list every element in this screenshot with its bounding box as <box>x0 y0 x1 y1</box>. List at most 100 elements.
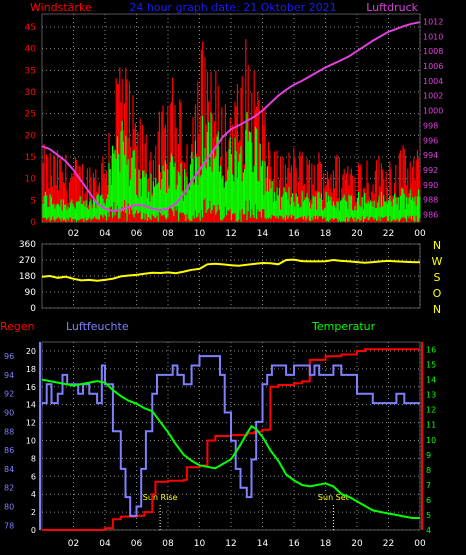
wind-x-tick: 10 <box>194 229 206 239</box>
pressure-line <box>41 21 421 212</box>
wind-strength-label: Windstärke <box>30 1 92 14</box>
wind-y-tick: 25 <box>25 110 36 120</box>
pressure-y-tick: 1002 <box>423 92 443 101</box>
climate-x-tick: 18 <box>320 539 332 549</box>
pressure-y-tick: 992 <box>423 166 438 175</box>
wind-y-tick: 35 <box>25 66 36 76</box>
humidity-y-tick: 88 <box>4 427 14 436</box>
temperature-y-tick: 5 <box>426 511 431 520</box>
climate-x-tick: 14 <box>257 539 269 549</box>
pressure-y-tick: 988 <box>423 196 438 205</box>
climate-x-tick: 00 <box>414 539 426 549</box>
humidity-y-tick: 96 <box>4 352 14 361</box>
pressure-y-tick: 1010 <box>423 32 443 41</box>
wind-y-tick: 20 <box>25 131 37 141</box>
humidity-y-tick: 90 <box>4 409 14 418</box>
compass-label: N <box>433 239 441 252</box>
climate-x-tick: 04 <box>99 539 111 549</box>
rain-y-tick: 8 <box>31 454 36 463</box>
wind-x-tick: 00 <box>414 229 426 239</box>
climate-x-tick: 10 <box>194 539 206 549</box>
temperature-y-tick: 14 <box>426 376 436 385</box>
sunrise-marker-label: Sun Rise <box>143 493 178 502</box>
wind-y-tick: 15 <box>25 153 36 163</box>
temperature-y-tick: 8 <box>426 466 431 475</box>
humidity-y-tick: 78 <box>4 521 14 530</box>
wind-x-tick: 14 <box>257 229 269 239</box>
temperature-y-tick: 10 <box>426 436 436 445</box>
compass-label: W <box>432 255 443 268</box>
rain-y-tick: 4 <box>31 490 36 499</box>
pressure-y-tick: 986 <box>423 211 438 220</box>
wind-x-tick: 22 <box>383 229 394 239</box>
wind-mean-series <box>42 112 421 222</box>
pressure-y-tick: 996 <box>423 136 438 145</box>
humidity-y-tick: 94 <box>4 371 14 380</box>
temperature-y-tick: 7 <box>426 481 431 490</box>
rain-y-tick: 6 <box>31 472 36 481</box>
wind-x-tick: 02 <box>68 229 79 239</box>
temperature-y-tick: 6 <box>426 496 431 505</box>
rain-y-tick: 18 <box>26 365 36 374</box>
temperature-y-tick: 4 <box>426 526 431 535</box>
climate-x-tick: 08 <box>162 539 174 549</box>
wind-x-tick: 08 <box>162 229 174 239</box>
wind-y-tick: 10 <box>25 175 37 185</box>
pressure-y-tick: 994 <box>423 151 438 160</box>
humidity-y-tick: 82 <box>4 484 14 493</box>
wind-x-tick: 06 <box>131 229 143 239</box>
pressure-y-tick: 1006 <box>423 62 443 71</box>
humidity-label: Luftfeuchte <box>66 320 129 333</box>
wind-y-tick: 30 <box>25 88 37 98</box>
climate-x-tick: 22 <box>383 539 394 549</box>
compass-label: O <box>433 287 442 300</box>
pressure-y-tick: 1004 <box>423 77 443 86</box>
sunset-marker-label: Sun Set <box>318 493 349 502</box>
temperature-y-tick: 13 <box>426 391 436 400</box>
rain-label: Regen <box>0 320 35 333</box>
climate-x-tick: 16 <box>288 539 300 549</box>
direction-y-tick: 90 <box>25 288 37 298</box>
humidity-y-tick: 84 <box>4 465 14 474</box>
climate-x-tick: 06 <box>131 539 143 549</box>
wind-x-tick: 20 <box>351 229 363 239</box>
humidity-y-tick: 86 <box>4 446 14 455</box>
direction-line <box>41 258 421 282</box>
humidity-line <box>42 355 420 517</box>
rain-y-tick: 20 <box>26 347 36 356</box>
temperature-line <box>41 378 420 519</box>
humidity-y-tick: 92 <box>4 390 14 399</box>
top-chart-title: 24 hour graph date: 21 Oktober 2021 <box>129 1 336 14</box>
temperature-y-tick: 15 <box>426 361 436 370</box>
rain-y-tick: 0 <box>31 526 36 535</box>
temperature-y-tick: 11 <box>426 421 436 430</box>
air-pressure-label: Luftdruck <box>366 1 418 14</box>
pressure-y-tick: 998 <box>423 121 438 130</box>
wind-y-tick: 45 <box>25 23 36 33</box>
direction-y-tick: 0 <box>30 304 36 314</box>
humidity-y-tick: 80 <box>4 503 14 512</box>
rain-y-tick: 2 <box>31 508 36 517</box>
temperature-y-tick: 9 <box>426 451 431 460</box>
wind-x-tick: 04 <box>99 229 111 239</box>
direction-y-tick: 360 <box>19 240 36 250</box>
wind-y-tick: 40 <box>25 45 37 55</box>
rain-humidity-temperature-panel: 0246810121416182078808284868890929496456… <box>4 341 436 549</box>
direction-y-tick: 180 <box>19 272 36 282</box>
temperature-label: Temperatur <box>311 320 376 333</box>
temperature-y-tick: 16 <box>426 346 436 355</box>
rain-y-tick: 10 <box>26 436 36 445</box>
rain-y-tick: 16 <box>26 383 36 392</box>
wind-x-tick: 16 <box>288 229 300 239</box>
compass-label: N <box>433 303 441 316</box>
pressure-y-tick: 1008 <box>423 47 443 56</box>
climate-x-tick: 12 <box>225 539 236 549</box>
temperature-y-tick: 12 <box>426 406 436 415</box>
pressure-y-tick: 1000 <box>423 107 443 116</box>
pressure-y-tick: 990 <box>423 181 438 190</box>
wind-pressure-panel: 0 5 10 15 20 25 30 35 40 45 986 988 990 992 994 996 998 1… <box>25 13 443 239</box>
wind-y-tick: 5 <box>30 196 36 206</box>
rain-y-tick: 14 <box>26 401 36 410</box>
